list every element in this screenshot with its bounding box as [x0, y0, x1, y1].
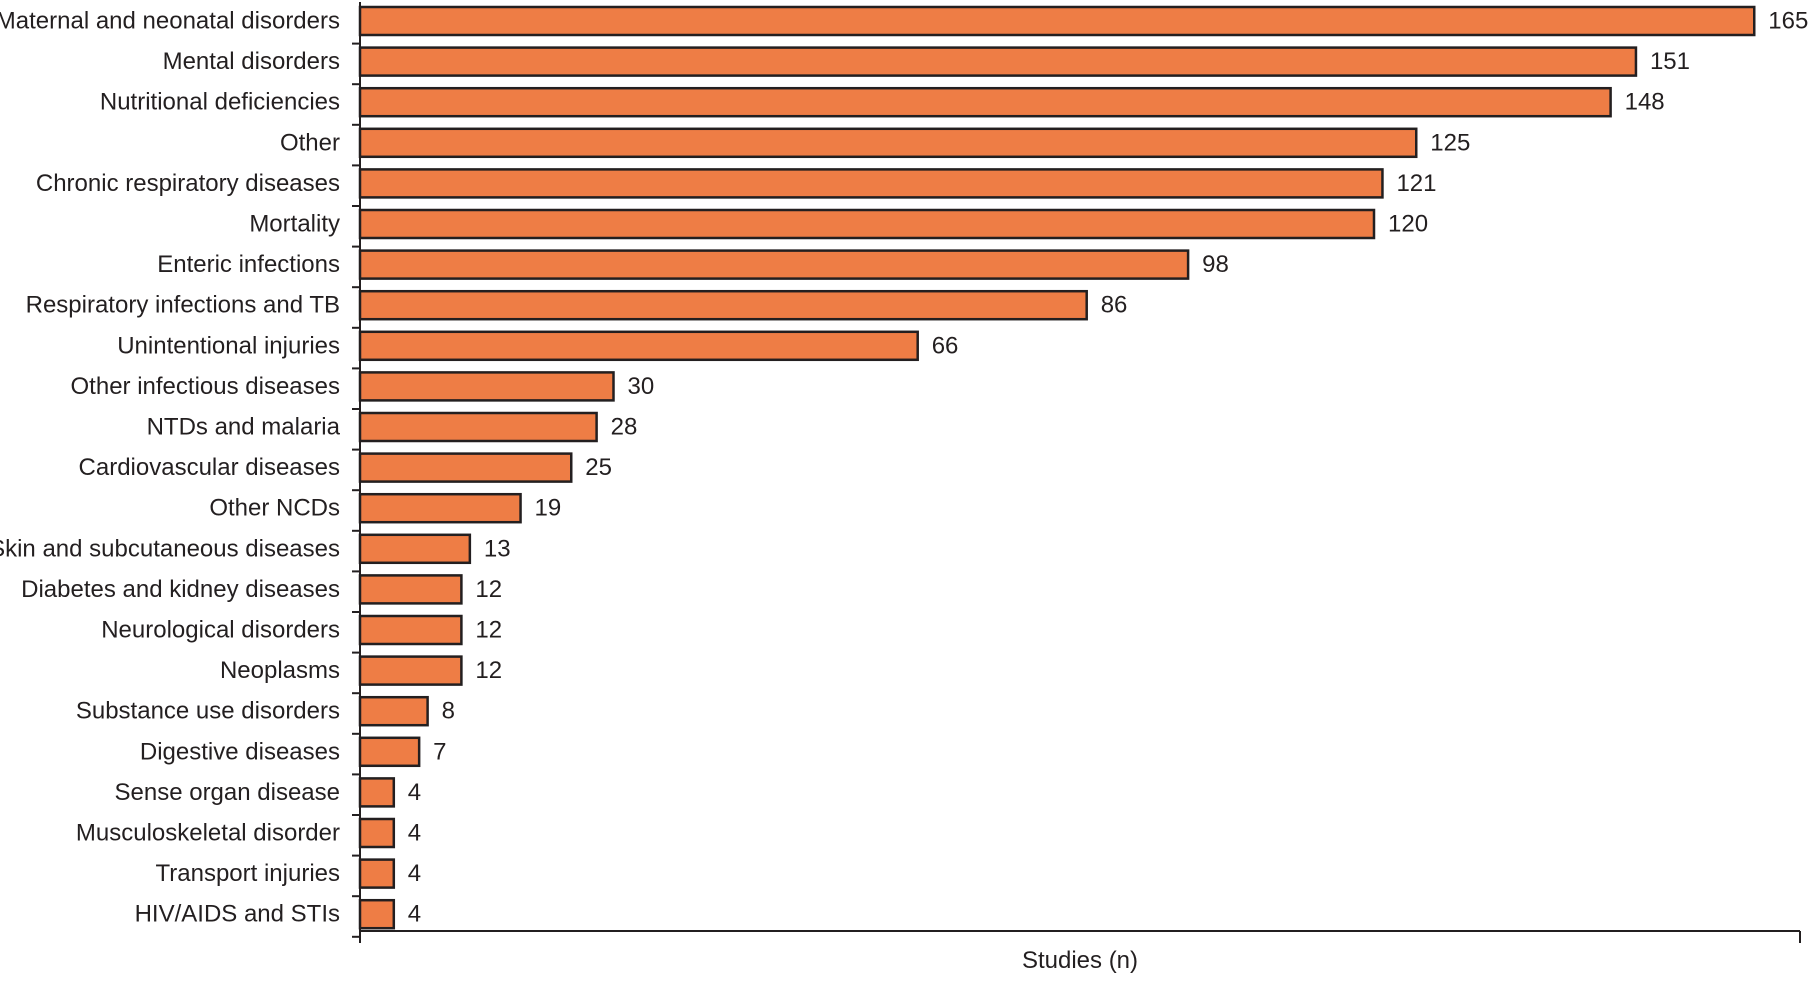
category-label: Other NCDs: [209, 495, 340, 522]
category-label: Enteric infections: [157, 251, 340, 278]
value-label: 121: [1396, 170, 1436, 197]
bar: [358, 574, 463, 605]
value-label: 125: [1430, 129, 1470, 156]
value-label: 8: [442, 698, 455, 725]
category-label: Diabetes and kidney diseases: [21, 576, 340, 603]
category-label: Nutritional deficiencies: [100, 89, 340, 116]
category-label: HIV/AIDS and STIs: [135, 901, 340, 928]
category-label: Neoplasms: [220, 657, 340, 684]
category-label: Substance use disorders: [76, 698, 340, 725]
bar: [358, 898, 396, 930]
value-label: 151: [1650, 48, 1690, 75]
bar: [358, 817, 396, 849]
bar: [358, 249, 1190, 280]
category-label: Musculoskeletal disorder: [76, 820, 340, 847]
value-label: 4: [408, 860, 421, 887]
bar: [358, 492, 522, 524]
value-label: 98: [1202, 251, 1229, 278]
bar: [358, 46, 1638, 77]
category-label: Digestive diseases: [140, 738, 340, 765]
category-label: Neurological disorders: [101, 617, 340, 644]
bar: [358, 614, 463, 646]
bar: [358, 289, 1088, 321]
bar: [358, 655, 463, 686]
value-label: 12: [475, 617, 502, 644]
bar: [358, 411, 598, 443]
value-label: 4: [408, 779, 421, 806]
bar: [358, 208, 1376, 240]
category-label: Mortality: [249, 211, 340, 238]
value-label: 4: [408, 820, 421, 847]
bar: [358, 695, 429, 727]
category-label: Transport injuries: [155, 860, 340, 887]
labels-layer: Maternal and neonatal disorders 165 Mental…: [0, 8, 1808, 928]
category-label: Cardiovascular diseases: [79, 454, 340, 481]
bar: [358, 736, 421, 768]
bar: [358, 86, 1612, 118]
category-label: Skin and subcutaneous diseases: [0, 535, 340, 562]
category-label: NTDs and malaria: [147, 414, 341, 441]
bar: [358, 858, 396, 889]
bar: [358, 330, 919, 362]
category-label: Unintentional injuries: [117, 332, 340, 359]
value-label: 25: [585, 454, 612, 481]
bars-layer: [358, 5, 1756, 930]
value-label: 13: [484, 535, 511, 562]
value-label: 148: [1625, 89, 1665, 116]
value-label: 28: [611, 414, 638, 441]
bar: [358, 371, 615, 402]
bar: [358, 777, 396, 808]
value-label: 86: [1101, 292, 1128, 319]
category-label: Other infectious diseases: [71, 373, 340, 400]
value-label: 165: [1768, 8, 1808, 35]
value-label: 120: [1388, 211, 1428, 238]
category-label: Respiratory infections and TB: [26, 292, 340, 319]
category-label: Mental disorders: [163, 48, 340, 75]
value-label: 19: [535, 495, 562, 522]
x-axis-title: Studies (n): [1022, 947, 1138, 974]
category-label: Other: [280, 129, 340, 156]
value-label: 7: [433, 738, 446, 765]
value-label: 12: [475, 576, 502, 603]
bar: [358, 533, 472, 565]
value-label: 12: [475, 657, 502, 684]
value-label: 66: [932, 332, 959, 359]
category-label: Sense organ disease: [115, 779, 341, 806]
category-label: Chronic respiratory diseases: [36, 170, 340, 197]
bar: [358, 168, 1384, 199]
value-label: 4: [408, 901, 421, 928]
value-label: 30: [628, 373, 655, 400]
axis-layer: [352, 2, 1801, 943]
bar: [358, 5, 1756, 37]
bar: [358, 127, 1418, 159]
category-label: Maternal and neonatal disorders: [0, 8, 340, 35]
bar: [358, 452, 573, 483]
